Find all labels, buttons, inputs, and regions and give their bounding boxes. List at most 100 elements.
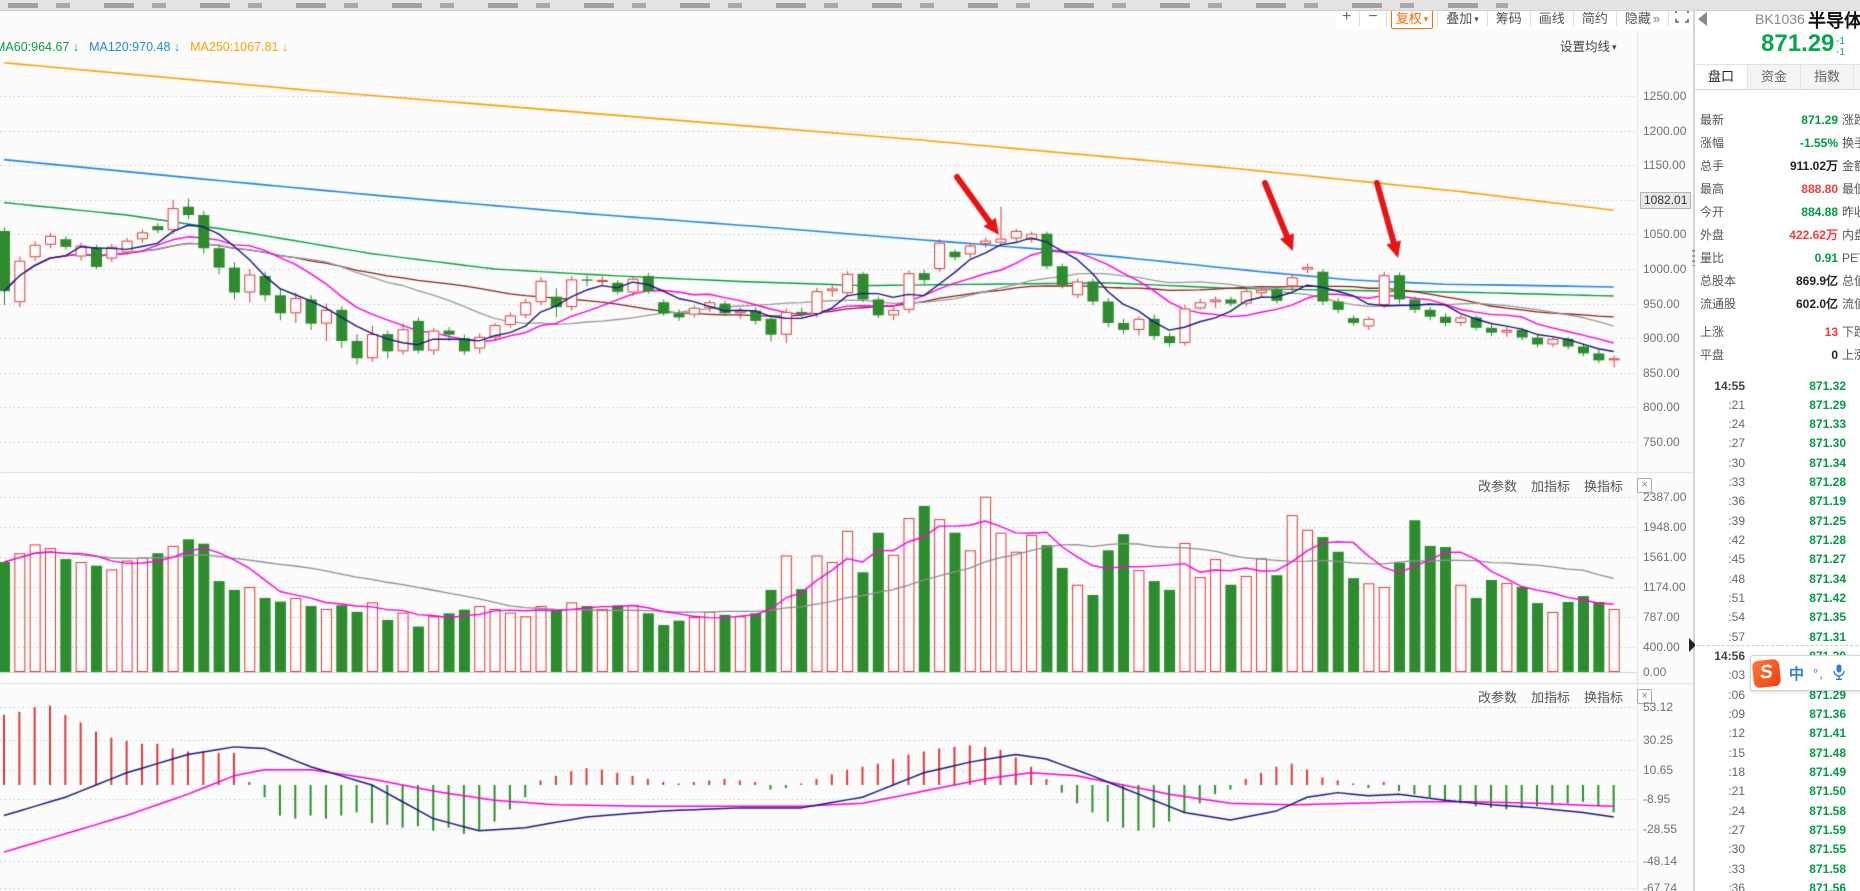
tick-row: :06 871.29: [1728, 687, 1846, 702]
set-ma-dropdown[interactable]: 设置均线: [1560, 36, 1617, 55]
chart-canvas[interactable]: [0, 0, 1693, 891]
tick-row: :42 871.28: [1728, 533, 1846, 548]
chips-button[interactable]: 筹码: [1495, 10, 1522, 26]
fullscreen-icon[interactable]: [1675, 8, 1689, 26]
axis-tick-label: 53.12: [1643, 700, 1674, 714]
ime-popup: S 中 °,: [1750, 655, 1860, 691]
chevron-down-icon: [1472, 11, 1479, 26]
axis-tick-label: 950.00: [1643, 297, 1680, 311]
stock-name: 半导体: [1808, 11, 1860, 31]
ma-legend-item: MA120:970.48 ↓: [89, 40, 181, 54]
axis-tick-label: 787.00: [1643, 610, 1680, 624]
axis-tick-label: -8.95: [1643, 792, 1671, 806]
tick-row: :21 871.50: [1728, 784, 1846, 799]
axis-tick-label: 750.00: [1643, 435, 1680, 449]
tick-row: :21 871.29: [1728, 397, 1846, 412]
back-arrow-icon[interactable]: [1698, 12, 1707, 26]
axis-tick-label: -28.55: [1643, 822, 1678, 836]
menu-bar[interactable]: [0, 0, 1860, 11]
add-indicator-link[interactable]: 加指标: [1531, 479, 1571, 494]
ime-punct-button[interactable]: °,: [1813, 665, 1824, 681]
chevron-down-icon: [1422, 11, 1429, 26]
axis-tick-label: 1000.00: [1643, 262, 1687, 276]
overlay-button[interactable]: 叠加: [1440, 7, 1485, 28]
tick-row: :24 871.58: [1728, 803, 1846, 818]
switch-indicator-link[interactable]: 换指标: [1584, 690, 1624, 705]
quote-row: 平盘0上涨: [1700, 348, 1860, 362]
tick-row: :09 871.36: [1728, 707, 1846, 722]
tick-row: :39 871.25: [1728, 513, 1846, 528]
quote-row: 量比0.91PETTM: [1700, 251, 1860, 265]
tick-row: :27 871.30: [1728, 436, 1846, 451]
tick-row: :45 871.27: [1728, 552, 1846, 567]
tick-row: :18 871.49: [1728, 765, 1846, 780]
change-percent: -1: [1836, 47, 1845, 58]
ma-legend-item: MA60:964.67 ↓: [0, 40, 80, 54]
axis-tick-label: 0.00: [1643, 665, 1667, 679]
axis-tick-label: 2387.00: [1643, 490, 1687, 504]
draw-line-button[interactable]: 画线: [1538, 10, 1565, 26]
tick-row: :36 871.56: [1728, 881, 1846, 891]
tick-row: :30 871.34: [1728, 455, 1846, 470]
drag-handle-dots[interactable]: [1692, 250, 1696, 266]
macd-pane-header: 改参数 加指标 换指标 ×: [1478, 687, 1653, 706]
close-icon[interactable]: ×: [1637, 689, 1653, 704]
tick-row: :33 871.58: [1728, 861, 1846, 876]
panel-divider[interactable]: [1693, 0, 1695, 891]
axis-tick-label: 850.00: [1643, 366, 1680, 380]
tick-row: 14:55 871.32: [1714, 378, 1846, 393]
tick-row: :27 871.59: [1728, 823, 1846, 838]
axis-tick-label: 10.65: [1643, 763, 1674, 777]
axis-tick-label: 800.00: [1643, 400, 1680, 414]
collapse-handle-icon[interactable]: [1689, 638, 1696, 652]
ime-mic-icon[interactable]: [1833, 664, 1845, 683]
last-price: 871.29: [1761, 30, 1835, 57]
chart-area: MA60:964.67 ↓ MA120:970.48 ↓ MA250:1067.81…: [0, 0, 1693, 891]
hide-button[interactable]: 隐藏: [1619, 7, 1666, 28]
change-params-link[interactable]: 改参数: [1478, 479, 1518, 494]
clipped-menu-text: [8, 3, 1508, 8]
tab-item[interactable]: 资金: [1748, 65, 1801, 89]
ime-lang-button[interactable]: 中: [1789, 665, 1805, 683]
switch-indicator-link[interactable]: 换指标: [1584, 479, 1624, 494]
sogou-icon[interactable]: S: [1751, 658, 1782, 688]
axis-tick-label: 400.00: [1643, 640, 1680, 654]
stock-code: BK1036: [1755, 11, 1805, 27]
tab-item[interactable]: 指数: [1801, 65, 1854, 89]
chevron-down-icon: [1610, 40, 1617, 54]
tick-row: :30 871.55: [1728, 842, 1846, 857]
tick-row: :33 871.28: [1728, 475, 1846, 490]
minute-separator: [1697, 645, 1858, 646]
axis-tick-label: 1200.00: [1643, 124, 1687, 138]
ma-legend: MA60:964.67 ↓ MA120:970.48 ↓ MA250:1067.81…: [0, 40, 298, 54]
axis-tick-label: 1174.00: [1643, 580, 1686, 594]
axis-tick-label: 1948.00: [1643, 520, 1687, 534]
quote-row: 上涨13下跌: [1700, 325, 1860, 339]
close-icon[interactable]: ×: [1637, 478, 1653, 493]
zoom-in-button[interactable]: +: [1342, 8, 1352, 25]
tick-row: :54 871.35: [1728, 610, 1846, 625]
zoom-out-button[interactable]: −: [1368, 8, 1378, 25]
tick-row: :12 871.41: [1728, 726, 1846, 741]
volume-pane-header: 改参数 加指标 换指标 ×: [1478, 476, 1653, 495]
axis-tick-label: -67.74: [1643, 881, 1678, 891]
tick-row: :15 871.48: [1728, 745, 1846, 760]
current-price-tag: 1082.01: [1640, 192, 1692, 209]
axis-tick-label: 1250.00: [1643, 89, 1687, 103]
add-indicator-link[interactable]: 加指标: [1531, 690, 1571, 705]
axis-tick-label: 1561.00: [1643, 550, 1687, 564]
change-amount: -1: [1836, 36, 1845, 47]
simple-mode-button[interactable]: 简约: [1581, 10, 1608, 26]
change-params-link[interactable]: 改参数: [1478, 690, 1518, 705]
tick-row: :48 871.34: [1728, 571, 1846, 586]
tick-row: :36 871.19: [1728, 494, 1846, 509]
tab-active[interactable]: 盘口: [1695, 65, 1748, 89]
tick-row: :57 871.31: [1728, 629, 1846, 644]
quote-row: 涨幅-1.55%换手: [1700, 136, 1860, 150]
sidebar-tabs: 盘口 资金 指数: [1695, 64, 1860, 90]
tick-row: :51 871.42: [1728, 591, 1846, 606]
